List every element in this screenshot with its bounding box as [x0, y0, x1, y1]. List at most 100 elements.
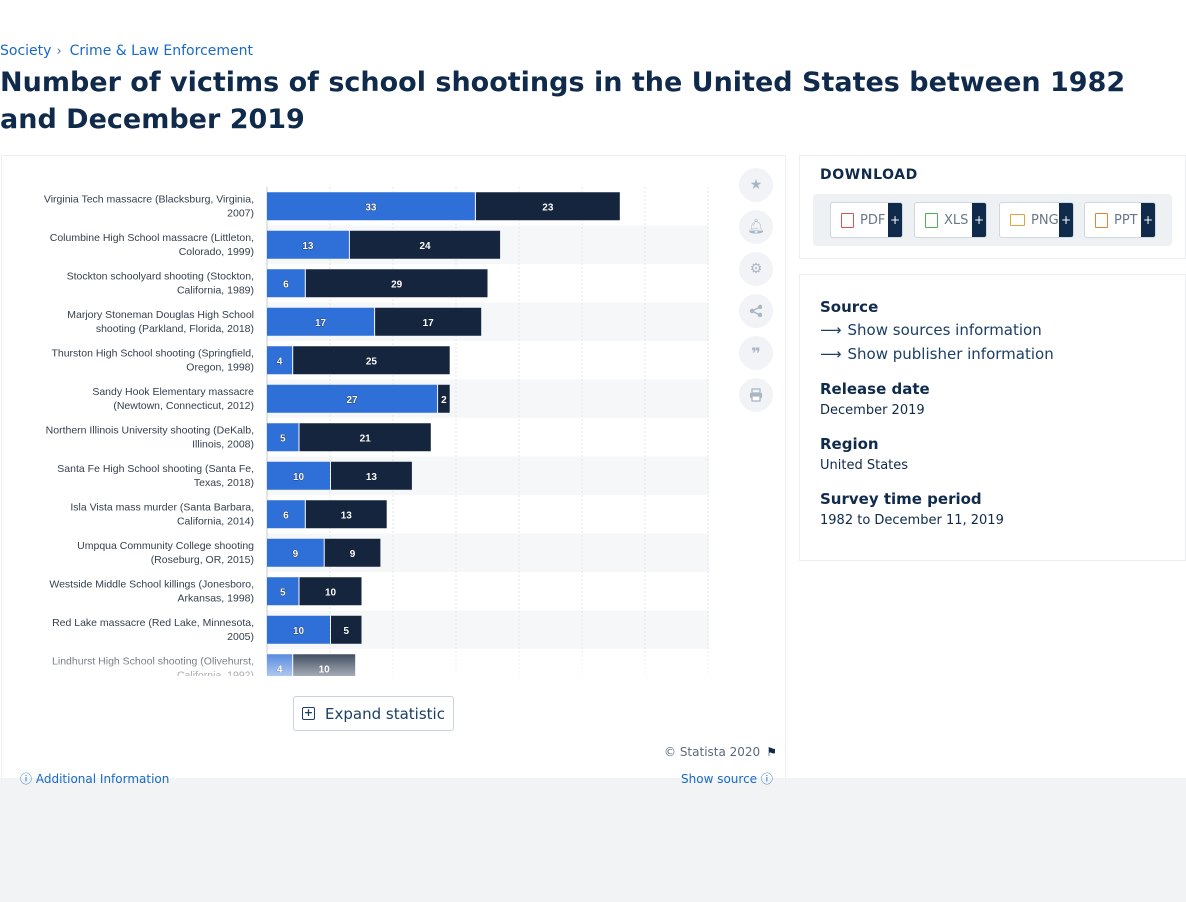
- copyright: © Statista 2020 ⚑: [664, 745, 777, 759]
- region-heading: Region: [820, 435, 879, 453]
- bar: [475, 192, 620, 221]
- data-label: 10: [325, 587, 337, 598]
- info-icon: ⓘ: [20, 772, 33, 786]
- category-label: Thurston High School shooting (Springfie…: [51, 347, 254, 359]
- show-sources-link[interactable]: ⟶ Show sources information: [820, 321, 1042, 339]
- show-sources-label: Show sources information: [847, 321, 1042, 339]
- xls-file-icon: [925, 212, 938, 228]
- breadcrumb-crime[interactable]: Crime & Law Enforcement: [69, 43, 253, 59]
- data-label: 5: [343, 626, 349, 637]
- category-label: Texas, 2018): [194, 477, 254, 489]
- footer-area: [0, 778, 1186, 902]
- png-label: PNG: [1031, 212, 1059, 228]
- pdf-file-icon: [841, 212, 854, 228]
- statistic-details-card: Source ⟶ Show sources information ⟶ Show…: [799, 274, 1186, 561]
- data-label: 6: [283, 279, 289, 290]
- data-label: 17: [315, 318, 327, 329]
- bar: [267, 230, 349, 259]
- data-label: 4: [277, 356, 283, 367]
- breadcrumb: Society › Crime & Law Enforcement: [0, 43, 253, 59]
- plus-icon: +: [972, 203, 986, 237]
- png-file-icon: [1010, 214, 1025, 226]
- additional-information-link[interactable]: ⓘ Additional Information: [20, 770, 169, 787]
- arrow-right-icon: ⟶: [820, 321, 842, 339]
- plus-icon: +: [888, 203, 902, 237]
- show-source-label: Show source: [681, 772, 758, 786]
- arrow-right-icon: ⟶: [820, 345, 842, 363]
- download-pdf-button[interactable]: PDF +: [830, 202, 903, 238]
- bar: [267, 461, 330, 490]
- breadcrumb-society[interactable]: Society: [0, 43, 52, 59]
- bar: [305, 269, 488, 298]
- ppt-file-icon: [1095, 212, 1108, 228]
- share-icon[interactable]: [739, 294, 773, 328]
- category-label: 2005): [227, 631, 254, 643]
- download-ppt-button[interactable]: PPT +: [1084, 202, 1156, 238]
- print-icon[interactable]: [739, 378, 773, 412]
- bar: [375, 307, 482, 336]
- category-label: Santa Fe High School shooting (Santa Fe,: [57, 463, 254, 475]
- category-label: Colorado, 1999): [179, 246, 254, 258]
- category-label: Red Lake massacre (Red Lake, Minnesota,: [52, 617, 254, 629]
- data-label: 24: [419, 241, 431, 252]
- flag-icon[interactable]: ⚑: [766, 745, 777, 759]
- download-bar: PDF + XLS + PNG + PPT +: [813, 194, 1172, 246]
- data-label: 29: [391, 279, 403, 290]
- download-xls-button[interactable]: XLS +: [914, 202, 987, 238]
- data-label: 2: [441, 395, 447, 406]
- plus-icon: +: [1141, 203, 1155, 237]
- bar: [293, 346, 450, 375]
- expand-statistic-button[interactable]: + Expand statistic: [293, 696, 454, 731]
- bar: [299, 423, 431, 452]
- bar: [438, 384, 450, 413]
- data-label: 6: [283, 510, 289, 521]
- bar: [331, 615, 362, 644]
- chevron-right-icon: ›: [56, 43, 62, 59]
- chart-card: Virginia Tech massacre (Blacksburg, Virg…: [1, 155, 786, 778]
- chart-fade-cover: [2, 676, 785, 696]
- region-value: United States: [820, 458, 909, 473]
- source-heading: Source: [820, 298, 879, 316]
- quote-icon[interactable]: ❞: [739, 336, 773, 370]
- category-label: shooting (Parkland, Florida, 2018): [96, 323, 254, 335]
- bar: [267, 269, 305, 298]
- category-label: 2007): [227, 207, 254, 219]
- category-label: Northern Illinois University shooting (D…: [46, 424, 254, 436]
- pdf-label: PDF: [860, 212, 886, 228]
- bar: [267, 615, 330, 644]
- data-label: 21: [360, 433, 372, 444]
- category-label: Isla Vista mass murder (Santa Barbara,: [70, 501, 254, 513]
- category-label: Westside Middle School killings (Jonesbo…: [49, 578, 254, 590]
- data-label: 13: [302, 241, 314, 252]
- ppt-label: PPT: [1114, 212, 1138, 228]
- expand-label: Expand statistic: [325, 704, 445, 723]
- xls-label: XLS: [944, 212, 969, 228]
- copyright-text: © Statista 2020: [664, 745, 761, 759]
- gear-icon[interactable]: ⚙: [739, 252, 773, 286]
- bar: [349, 230, 501, 259]
- bar: [299, 577, 362, 606]
- data-label: 17: [423, 318, 435, 329]
- download-png-button[interactable]: PNG +: [999, 202, 1074, 238]
- show-publisher-link[interactable]: ⟶ Show publisher information: [820, 345, 1054, 363]
- category-label: Sandy Hook Elementary massacre: [92, 386, 254, 398]
- bar: [305, 500, 387, 529]
- download-card: DOWNLOAD PDF + XLS + PNG + PPT +: [799, 155, 1186, 259]
- bar: [267, 307, 375, 336]
- data-label: 9: [293, 549, 299, 560]
- category-label: Stockton schoolyard shooting (Stockton,: [67, 270, 254, 282]
- data-label: 10: [293, 472, 305, 483]
- category-label: Arkansas, 1998): [178, 592, 254, 604]
- category-label: Umpqua Community College shooting: [77, 540, 254, 552]
- bar: [267, 500, 305, 529]
- bar: [267, 538, 324, 567]
- show-source-link[interactable]: Show source ⓘ: [681, 770, 773, 787]
- bell-icon[interactable]: 🔔︎: [739, 210, 773, 244]
- category-label: Oregon, 1998): [186, 361, 254, 373]
- bar: [267, 384, 438, 413]
- chart-tools: ★ 🔔︎ ⚙ ❞: [739, 168, 773, 412]
- category-label: Virginia Tech massacre (Blacksburg, Virg…: [44, 193, 254, 205]
- star-icon[interactable]: ★: [739, 168, 773, 202]
- category-label: California, 1989): [177, 284, 254, 296]
- info-icon: ⓘ: [760, 772, 773, 786]
